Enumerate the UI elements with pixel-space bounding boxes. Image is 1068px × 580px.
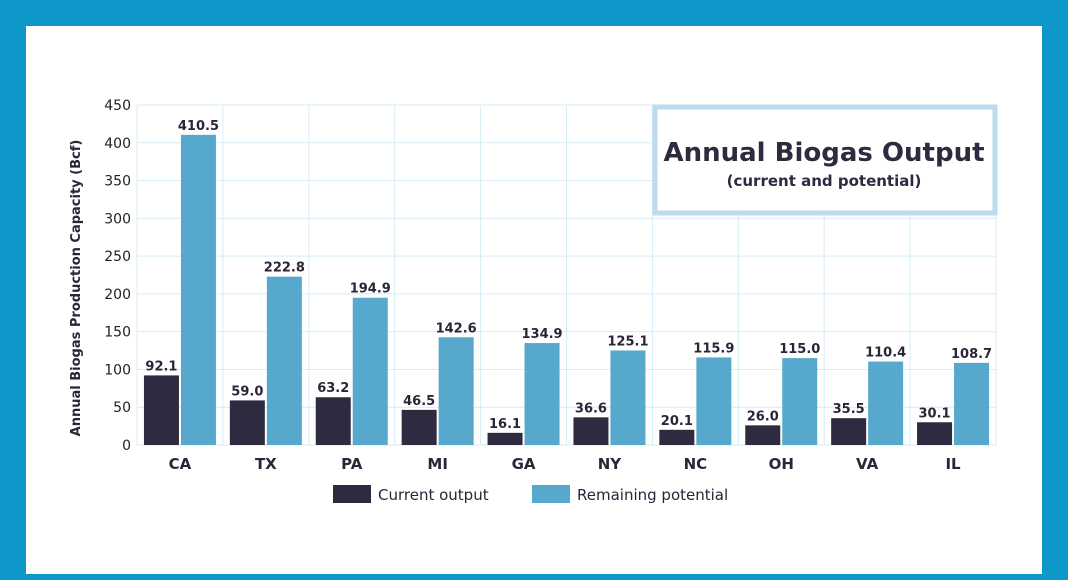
y-tick-label: 450 bbox=[104, 98, 131, 114]
bar-current-output bbox=[917, 422, 953, 445]
bar-current-output bbox=[401, 409, 437, 445]
x-tick-label-pa: PA bbox=[341, 455, 363, 473]
bar-current-output bbox=[487, 432, 523, 445]
y-tick-label: 350 bbox=[104, 174, 131, 190]
y-axis-title: Annual Biogas Production Capacity (Bcf) bbox=[69, 140, 84, 437]
y-tick-label: 50 bbox=[113, 400, 131, 416]
legend-swatch-potential bbox=[532, 485, 570, 503]
data-label-current: 30.1 bbox=[919, 406, 951, 421]
data-label-current: 59.0 bbox=[231, 384, 263, 399]
biogas-bar-chart: 0 50 100 150 200 250 300 350 400 450 92.1 410.5 59.… bbox=[69, 98, 998, 504]
data-label-current: 63.2 bbox=[317, 381, 349, 396]
bar-remaining-potential bbox=[180, 134, 216, 445]
bar-remaining-potential bbox=[782, 358, 818, 445]
bar-remaining-potential bbox=[610, 350, 646, 445]
data-labels: 92.1 410.5 59.0 222.8 63.2 194.9 46.5 142.6 16.1… bbox=[145, 119, 992, 432]
bar-current-output bbox=[573, 417, 609, 445]
bar-current-output bbox=[831, 418, 867, 445]
legend: Current output Remaining potential bbox=[333, 485, 728, 504]
bar-remaining-potential bbox=[438, 337, 474, 445]
y-axis-ticks: 0 50 100 150 200 250 300 350 400 450 bbox=[104, 98, 131, 454]
data-label-current: 35.5 bbox=[833, 402, 865, 417]
x-tick-label-va: VA bbox=[856, 455, 879, 473]
legend-label-current: Current output bbox=[378, 486, 489, 504]
chart-card: 0 50 100 150 200 250 300 350 400 450 92.1 410.5 59.… bbox=[26, 26, 1042, 574]
x-tick-label-il: IL bbox=[945, 455, 961, 473]
x-tick-label-oh: OH bbox=[769, 455, 794, 473]
title-box: Annual Biogas Output (current and potent… bbox=[652, 104, 998, 216]
y-tick-label: 0 bbox=[122, 438, 131, 454]
bar-current-output bbox=[745, 425, 781, 445]
data-label-potential: 108.7 bbox=[951, 347, 992, 362]
x-tick-label-ca: CA bbox=[169, 455, 192, 473]
bar-remaining-potential bbox=[352, 297, 388, 445]
data-label-current: 16.1 bbox=[489, 417, 521, 432]
bar-remaining-potential bbox=[868, 361, 904, 445]
bar-remaining-potential bbox=[266, 276, 302, 445]
y-tick-label: 250 bbox=[104, 249, 131, 265]
bar-remaining-potential bbox=[696, 357, 732, 445]
data-label-current: 92.1 bbox=[145, 359, 177, 374]
bar-current-output bbox=[229, 400, 265, 445]
data-label-potential: 115.0 bbox=[779, 342, 820, 357]
bar-current-output bbox=[659, 429, 695, 445]
x-tick-label-nc: NC bbox=[684, 455, 708, 473]
x-tick-label-ny: NY bbox=[598, 455, 623, 473]
data-label-potential: 410.5 bbox=[178, 119, 219, 134]
y-tick-label: 150 bbox=[104, 325, 131, 341]
y-tick-label: 100 bbox=[104, 362, 131, 378]
data-label-current: 26.0 bbox=[747, 409, 779, 424]
legend-swatch-current bbox=[333, 485, 371, 503]
title-box-border bbox=[652, 104, 998, 216]
bar-remaining-potential bbox=[524, 343, 560, 445]
x-tick-label-tx: TX bbox=[255, 455, 277, 473]
bar-current-output bbox=[315, 397, 351, 445]
data-label-current: 20.1 bbox=[661, 414, 693, 429]
bar-remaining-potential bbox=[954, 362, 990, 445]
data-label-potential: 110.4 bbox=[865, 346, 906, 361]
chart-title: Annual Biogas Output bbox=[663, 138, 984, 168]
x-tick-label-ga: GA bbox=[512, 455, 536, 473]
data-label-potential: 115.9 bbox=[693, 341, 734, 356]
data-label-current: 46.5 bbox=[403, 394, 435, 409]
data-label-potential: 125.1 bbox=[607, 334, 648, 349]
bar-current-output bbox=[143, 375, 179, 445]
legend-label-potential: Remaining potential bbox=[577, 486, 728, 504]
data-label-potential: 222.8 bbox=[264, 261, 305, 276]
data-label-potential: 142.6 bbox=[436, 321, 477, 336]
bars bbox=[143, 134, 990, 445]
data-label-potential: 194.9 bbox=[350, 282, 391, 297]
data-label-current: 36.6 bbox=[575, 401, 607, 416]
chart-subtitle: (current and potential) bbox=[727, 172, 922, 190]
x-axis-categories: CA TX PA MI GA NY NC OH VA IL bbox=[169, 455, 961, 473]
y-tick-label: 200 bbox=[104, 287, 131, 303]
y-tick-label: 300 bbox=[104, 211, 131, 227]
gridlines bbox=[136, 104, 997, 446]
y-tick-label: 400 bbox=[104, 136, 131, 152]
x-tick-label-mi: MI bbox=[427, 455, 448, 473]
data-label-potential: 134.9 bbox=[521, 327, 562, 342]
